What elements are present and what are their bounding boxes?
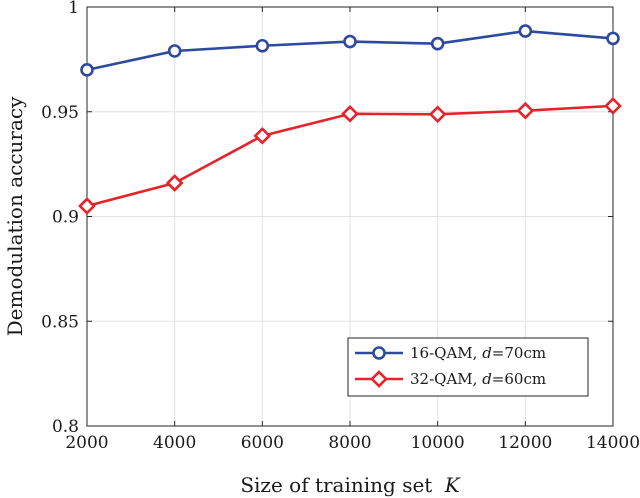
data-point-diamond	[428, 105, 447, 124]
legend-label-prefix: 16-QAM,	[410, 344, 482, 362]
data-point-circle	[343, 34, 357, 49]
legend: 16-QAM, d=70cm 32-QAM, d=60cm	[347, 337, 589, 397]
legend-label-suffix: =60cm	[492, 370, 546, 388]
y-tick-label: 1	[68, 0, 79, 18]
legend-box	[347, 337, 589, 397]
data-point-circle	[372, 346, 386, 360]
legend-label: 16-QAM, d=70cm	[410, 344, 546, 362]
data-point-diamond	[604, 97, 622, 115]
legend-entry: 32-QAM, d=60cm	[355, 370, 546, 388]
y-axis-label: Demodulation accuracy	[3, 96, 27, 336]
data-point-circle	[167, 44, 182, 58]
data-point-circle	[80, 63, 94, 77]
data-point-diamond	[516, 101, 535, 120]
x-tick-label: 8000	[328, 433, 371, 453]
x-axis-label: Size of training set K	[240, 473, 460, 497]
y-tick-label: 0.95	[41, 103, 79, 123]
legend-label-variable: d	[482, 370, 492, 388]
x-tick-label: 6000	[241, 433, 284, 453]
data-point-circle	[430, 36, 445, 51]
data-point-circle	[606, 31, 620, 46]
x-tick-label: 14000	[586, 433, 640, 453]
data-point-circle	[518, 24, 533, 38]
data-point-diamond	[370, 370, 388, 388]
series-32qam	[78, 97, 622, 215]
data-point-diamond	[341, 105, 359, 123]
data-point-diamond	[253, 127, 272, 145]
legend-label-suffix: =70cm	[492, 344, 546, 362]
series-layer	[78, 24, 622, 215]
x-tick-label: 2000	[65, 433, 108, 453]
y-tick-label: 0.9	[52, 208, 79, 228]
x-axis-label-text: Size of training set	[240, 473, 432, 497]
legend-label-variable: d	[482, 344, 492, 362]
legend-label-prefix: 32-QAM,	[410, 370, 482, 388]
x-tick-label: 10000	[411, 433, 465, 453]
data-point-circle	[255, 38, 270, 53]
legend-label: 32-QAM, d=60cm	[410, 370, 546, 388]
x-tick-label: 12000	[498, 433, 552, 453]
series-16qam	[80, 24, 620, 77]
x-tick-label: 4000	[153, 433, 196, 453]
y-tick-label: 0.8	[52, 417, 79, 437]
legend-entry: 16-QAM, d=70cm	[355, 344, 546, 362]
axis-ticks: 2000 4000 6000 8000 10000 12000 14000 0.8 0.85 0.…	[41, 0, 640, 453]
y-tick-label: 0.85	[41, 312, 79, 332]
x-axis-label-variable: K	[444, 473, 461, 497]
data-point-diamond	[165, 174, 184, 192]
data-point-diamond	[78, 197, 96, 215]
